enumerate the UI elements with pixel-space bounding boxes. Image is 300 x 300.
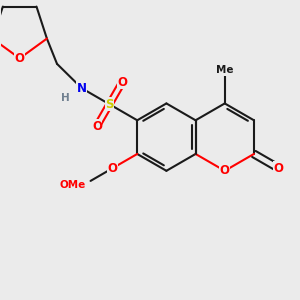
Text: H: H (61, 93, 69, 103)
Text: O: O (92, 120, 102, 133)
Text: S: S (105, 98, 114, 111)
Text: O: O (107, 162, 117, 175)
Text: O: O (220, 164, 230, 177)
Text: O: O (117, 76, 127, 89)
Text: Me: Me (216, 65, 233, 75)
Text: N: N (77, 82, 87, 95)
Text: OMe: OMe (59, 180, 86, 190)
Text: O: O (274, 162, 284, 175)
Text: O: O (15, 52, 25, 65)
